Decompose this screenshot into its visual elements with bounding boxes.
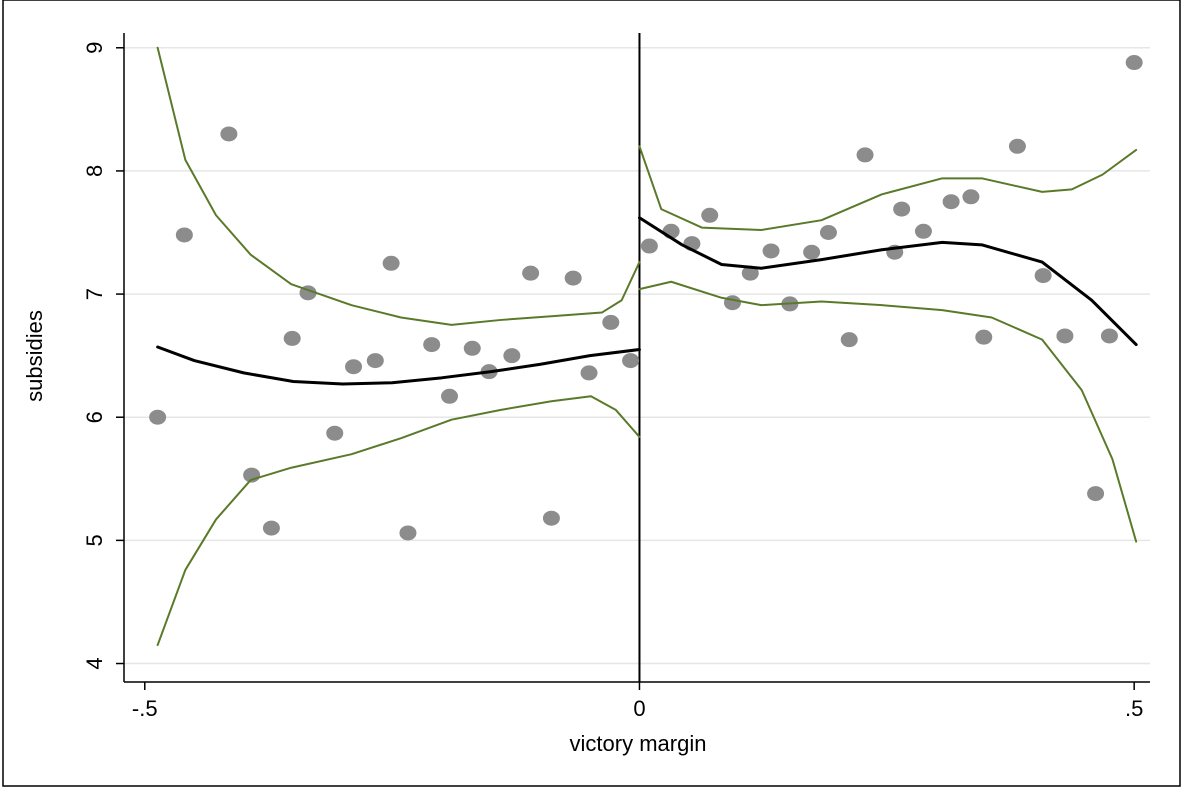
data-point xyxy=(1100,328,1118,344)
data-point xyxy=(366,353,384,369)
data-point xyxy=(622,353,640,369)
y-tick-label: 4 xyxy=(82,657,107,669)
data-point xyxy=(1125,55,1143,71)
fit-line xyxy=(637,216,1138,347)
fit-line xyxy=(638,280,1138,543)
data-point xyxy=(1008,138,1026,154)
x-axis-label: victory margin xyxy=(570,731,707,756)
data-point xyxy=(423,337,441,353)
data-point xyxy=(893,201,911,217)
data-point xyxy=(326,425,344,441)
data-point xyxy=(262,520,280,536)
x-tick-label: .5 xyxy=(1125,696,1143,721)
data-point xyxy=(962,189,980,205)
data-point xyxy=(1087,486,1105,502)
data-point xyxy=(840,332,858,348)
data-point xyxy=(283,330,301,346)
data-point xyxy=(564,270,582,286)
data-point xyxy=(1034,268,1052,284)
y-tick-label: 7 xyxy=(82,288,107,300)
data-point xyxy=(701,207,719,223)
data-point xyxy=(803,244,821,260)
fit-line xyxy=(638,145,1138,232)
data-point xyxy=(149,409,167,425)
fit-line xyxy=(156,345,641,386)
data-point xyxy=(580,365,598,381)
data-point xyxy=(942,194,960,210)
y-tick-label: 5 xyxy=(82,534,107,546)
data-point xyxy=(503,348,521,364)
x-tick-label: 0 xyxy=(633,696,645,721)
data-point xyxy=(463,340,481,356)
data-point xyxy=(399,525,417,541)
data-point xyxy=(914,223,932,239)
y-tick-label: 9 xyxy=(82,42,107,54)
data-point xyxy=(175,227,193,243)
y-tick-label: 8 xyxy=(82,165,107,177)
data-point xyxy=(382,255,400,271)
data-point xyxy=(220,126,238,142)
data-point xyxy=(640,238,658,254)
data-point xyxy=(762,243,780,259)
data-point xyxy=(542,510,560,526)
data-point xyxy=(856,147,874,163)
data-point xyxy=(723,295,741,311)
data-point xyxy=(522,265,540,281)
fit-line xyxy=(156,395,641,647)
data-point xyxy=(345,359,363,375)
data-point xyxy=(975,329,993,345)
data-point xyxy=(819,225,837,241)
fit-line xyxy=(156,46,641,326)
data-point xyxy=(602,314,620,330)
y-axis-label: subsidies xyxy=(22,310,47,402)
data-point xyxy=(441,388,459,404)
data-point xyxy=(1056,328,1074,344)
data-point xyxy=(741,265,759,281)
x-tick-label: -.5 xyxy=(132,696,158,721)
y-tick-label: 6 xyxy=(82,411,107,423)
